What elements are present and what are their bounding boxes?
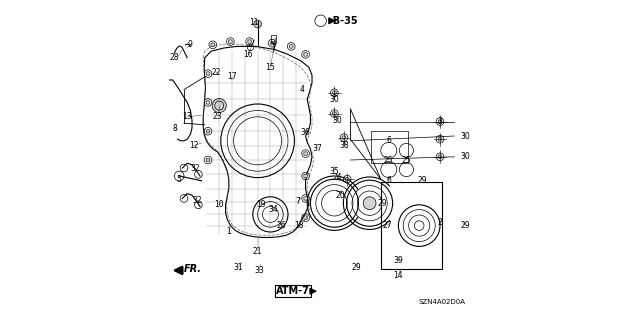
Circle shape — [206, 100, 210, 104]
Text: 8: 8 — [173, 124, 178, 132]
Circle shape — [206, 72, 210, 76]
Text: 27: 27 — [382, 221, 392, 230]
Text: 30: 30 — [461, 152, 470, 161]
Text: 29: 29 — [378, 199, 387, 208]
Text: 30: 30 — [333, 116, 342, 124]
Text: 22: 22 — [211, 68, 221, 76]
Circle shape — [304, 216, 308, 220]
Circle shape — [304, 196, 308, 200]
Polygon shape — [204, 46, 312, 237]
Text: 5: 5 — [176, 175, 181, 184]
Text: 23: 23 — [212, 112, 223, 121]
Text: 14: 14 — [394, 271, 403, 280]
Text: 13: 13 — [182, 112, 192, 121]
Circle shape — [228, 40, 232, 44]
Text: SZN4A02D0A: SZN4A02D0A — [418, 300, 465, 305]
Text: 36: 36 — [301, 128, 310, 137]
Text: 29: 29 — [461, 221, 470, 230]
Circle shape — [364, 197, 376, 210]
Text: 39: 39 — [394, 256, 403, 265]
Text: 17: 17 — [227, 72, 237, 81]
Text: 4: 4 — [300, 85, 305, 94]
Text: 21: 21 — [253, 247, 262, 256]
Circle shape — [304, 152, 308, 156]
Text: 1: 1 — [227, 228, 231, 236]
Circle shape — [438, 120, 442, 124]
Text: 16: 16 — [243, 50, 253, 59]
Text: 25: 25 — [384, 156, 394, 164]
Circle shape — [248, 40, 252, 44]
Text: B-35: B-35 — [326, 16, 358, 26]
Text: 6: 6 — [387, 176, 391, 185]
Circle shape — [346, 177, 349, 181]
Circle shape — [333, 112, 337, 116]
Circle shape — [438, 137, 442, 141]
Circle shape — [304, 52, 308, 56]
Circle shape — [206, 158, 210, 162]
Bar — [381, 182, 442, 269]
Text: 6: 6 — [387, 136, 391, 145]
Circle shape — [289, 44, 293, 48]
Text: 30: 30 — [330, 95, 339, 104]
Text: 29: 29 — [352, 263, 362, 272]
Circle shape — [212, 99, 227, 113]
Text: 32: 32 — [192, 196, 202, 204]
Text: 37: 37 — [312, 144, 322, 153]
Circle shape — [270, 41, 274, 45]
Text: FR.: FR. — [184, 264, 202, 274]
Text: 31: 31 — [234, 263, 243, 272]
Circle shape — [342, 136, 346, 140]
Bar — [371, 131, 408, 163]
Circle shape — [333, 91, 337, 95]
Text: 25: 25 — [401, 156, 412, 164]
Text: 7: 7 — [295, 197, 300, 206]
Text: 24: 24 — [333, 173, 342, 182]
Text: 30: 30 — [461, 132, 470, 140]
Text: 18: 18 — [294, 221, 304, 230]
Text: 3: 3 — [438, 117, 442, 126]
Text: 29: 29 — [417, 176, 428, 185]
Text: 19: 19 — [256, 200, 266, 209]
Circle shape — [304, 174, 308, 178]
Text: 10: 10 — [214, 200, 224, 209]
Text: 9: 9 — [188, 40, 193, 49]
Circle shape — [211, 43, 215, 47]
Bar — [271, 35, 276, 43]
Text: 34: 34 — [269, 205, 278, 214]
Text: 26: 26 — [276, 221, 287, 230]
Circle shape — [438, 155, 442, 159]
Text: 32: 32 — [190, 164, 200, 172]
Text: ATM-7: ATM-7 — [276, 286, 310, 296]
Text: 12: 12 — [189, 141, 198, 150]
Text: 15: 15 — [266, 63, 275, 72]
Circle shape — [254, 20, 262, 28]
Text: 35: 35 — [330, 167, 339, 176]
Text: 11: 11 — [250, 18, 259, 27]
Text: 2: 2 — [438, 218, 442, 227]
Circle shape — [206, 129, 210, 133]
Text: 33: 33 — [254, 266, 264, 275]
Text: 28: 28 — [170, 53, 179, 62]
Text: 20: 20 — [336, 191, 346, 200]
Text: 38: 38 — [339, 141, 349, 150]
